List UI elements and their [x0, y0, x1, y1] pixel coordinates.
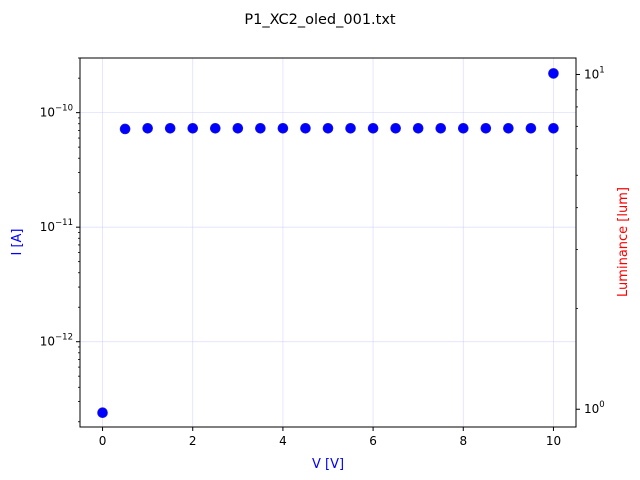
- marks-layer: [97, 68, 559, 418]
- y-tick-label: 10−10: [40, 104, 73, 120]
- data-point: [119, 123, 131, 135]
- y-axis-label: I [A]: [10, 228, 25, 255]
- y2-tick-base: 10: [584, 402, 599, 416]
- y2-tick-exponent: 0: [599, 400, 604, 410]
- data-point: [209, 122, 221, 134]
- data-point: [412, 122, 424, 134]
- chart-title: P1_XC2_oled_001.txt: [244, 12, 396, 28]
- data-point: [435, 122, 447, 134]
- data-point: [345, 122, 356, 134]
- y2-tick-label: 100: [584, 400, 605, 416]
- y2-tick-exponent: 1: [599, 65, 604, 75]
- y-tick-exponent: −10: [55, 104, 73, 114]
- y2-tick-label: 101: [584, 65, 605, 81]
- data-point: [367, 122, 379, 134]
- data-point: [390, 122, 401, 134]
- x-tick-label: 6: [369, 434, 377, 448]
- data-point: [255, 122, 266, 134]
- y-tick-base: 10: [40, 220, 55, 234]
- x-axis: 0 2 4 6 8 10: [99, 427, 561, 448]
- y-tick-base: 10: [40, 106, 55, 120]
- data-point: [164, 122, 176, 134]
- x-tick-label: 4: [279, 434, 287, 448]
- data-point: [457, 122, 469, 134]
- x-tick-label: 0: [99, 434, 107, 448]
- x-axis-label: V [V]: [312, 457, 344, 472]
- data-point: [232, 122, 244, 134]
- data-point: [548, 122, 559, 134]
- y-tick-exponent: −11: [55, 218, 73, 228]
- data-point: [480, 122, 492, 134]
- grid-layer: [80, 58, 576, 427]
- data-point: [548, 68, 559, 79]
- y-tick-label: 10−11: [40, 218, 73, 234]
- y-tick-label: 10−12: [40, 333, 73, 349]
- y-tick-base: 10: [40, 335, 55, 349]
- x-tick-label: 2: [189, 434, 197, 448]
- x-tick-label: 8: [459, 434, 467, 448]
- plot-frame: [79, 57, 577, 428]
- data-point: [277, 122, 289, 134]
- data-point: [142, 122, 153, 134]
- y-tick-exponent: −12: [55, 333, 73, 343]
- data-point: [503, 122, 514, 134]
- x-tick-label: 10: [546, 434, 561, 448]
- y2-tick-base: 10: [584, 67, 599, 81]
- data-point: [187, 122, 199, 134]
- data-point: [322, 122, 334, 134]
- y2-axis-label: Luminance [lum]: [616, 187, 631, 297]
- data-point: [300, 122, 311, 134]
- data-point: [97, 407, 108, 418]
- data-point: [525, 122, 537, 134]
